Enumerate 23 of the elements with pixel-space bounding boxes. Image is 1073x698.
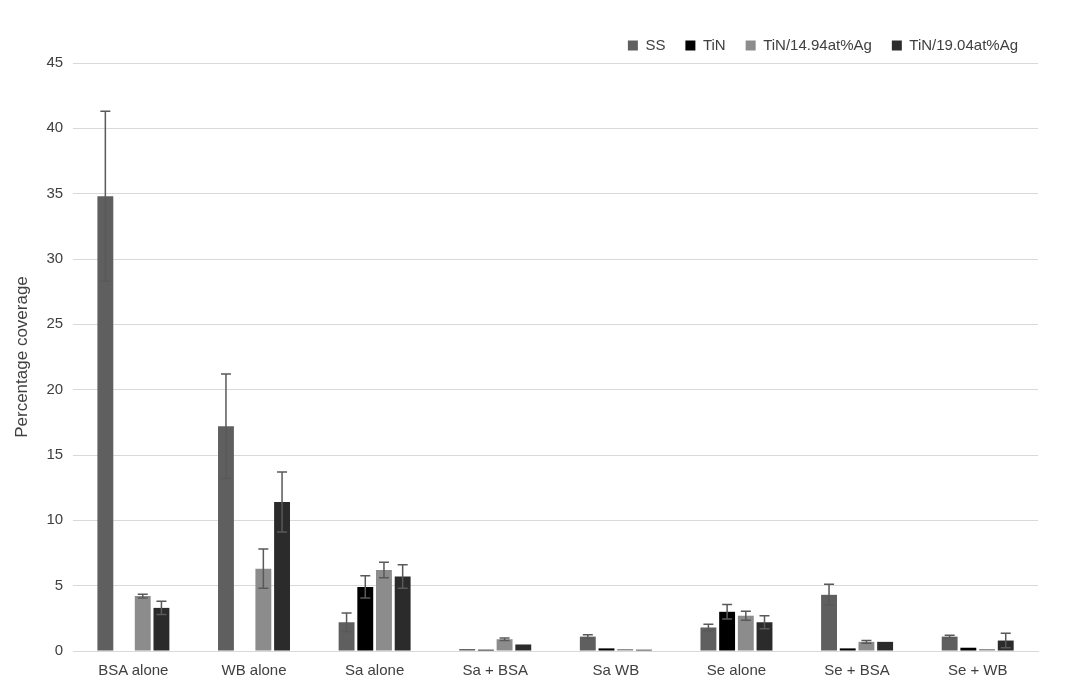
y-tick-label: 40: [46, 118, 64, 136]
x-tick-label: Se alone: [706, 661, 767, 679]
x-tick-label: Se + BSA: [824, 661, 890, 679]
y-tick-label: 35: [46, 183, 64, 201]
x-tick-label: WB alone: [221, 661, 287, 679]
y-tick-label: 5: [54, 575, 64, 593]
x-tick-label: Sa WB: [592, 661, 640, 679]
legend-label: TiN/19.04at%Ag: [909, 35, 1018, 53]
x-tick-label: Sa + BSA: [462, 661, 528, 679]
legend-label: TiN/14.94at%Ag: [763, 35, 872, 53]
y-tick-label: 45: [46, 53, 64, 71]
y-axis-title: Percentage coverage: [11, 276, 31, 438]
y-tick-label: 30: [46, 249, 64, 267]
x-tick-label: Sa alone: [345, 661, 405, 679]
legend-label: SS: [645, 35, 666, 53]
y-tick-label: 25: [46, 314, 64, 332]
y-tick-label: 0: [54, 641, 64, 659]
y-tick-label: 10: [46, 510, 64, 528]
x-tick-label: BSA alone: [98, 661, 169, 679]
legend-label: TiN: [702, 35, 726, 53]
y-tick-label: 15: [46, 445, 64, 463]
y-tick-label: 20: [46, 379, 64, 397]
x-tick-label: Se + WB: [947, 661, 1008, 679]
